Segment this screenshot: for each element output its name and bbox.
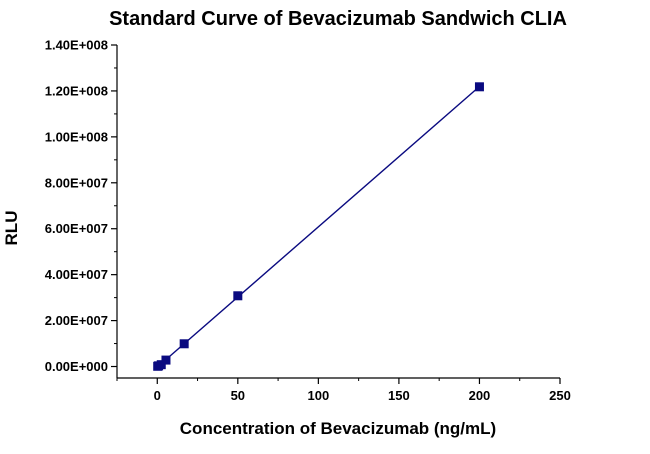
y-tick-label: 0.00E+000 [45, 359, 108, 374]
y-tick-label: 1.20E+008 [45, 83, 108, 98]
x-tick-label: 200 [469, 388, 491, 403]
x-tick-label: 150 [388, 388, 410, 403]
chart-title: Standard Curve of Bevacizumab Sandwich C… [109, 8, 567, 30]
x-tick-label: 50 [231, 388, 245, 403]
x-tick-label: 100 [308, 388, 330, 403]
y-tick-label: 4.00E+007 [45, 267, 108, 282]
axes: 0 50 100 150 200 250 0.00E+000 2.00E+007 4.00E+0… [45, 38, 571, 404]
data-point [233, 291, 243, 301]
data-points [153, 82, 484, 371]
data-point [474, 82, 484, 92]
y-tick-label: 6.00E+007 [45, 221, 108, 236]
y-tick-label: 1.00E+008 [45, 129, 108, 144]
fit-line-group [157, 85, 480, 368]
y-tick-label: 2.00E+007 [45, 313, 108, 328]
y-tick-label: 8.00E+007 [45, 175, 108, 190]
x-tick-label: 250 [549, 388, 571, 403]
y-axis-label: RLU [2, 211, 21, 246]
data-point [179, 339, 189, 349]
data-point [161, 355, 171, 365]
fit-line [157, 85, 480, 368]
x-axis-label: Concentration of Bevacizumab (ng/mL) [180, 419, 496, 438]
data-point [156, 360, 166, 370]
x-tick-label: 0 [154, 388, 161, 403]
y-tick-label: 1.40E+008 [45, 38, 108, 53]
